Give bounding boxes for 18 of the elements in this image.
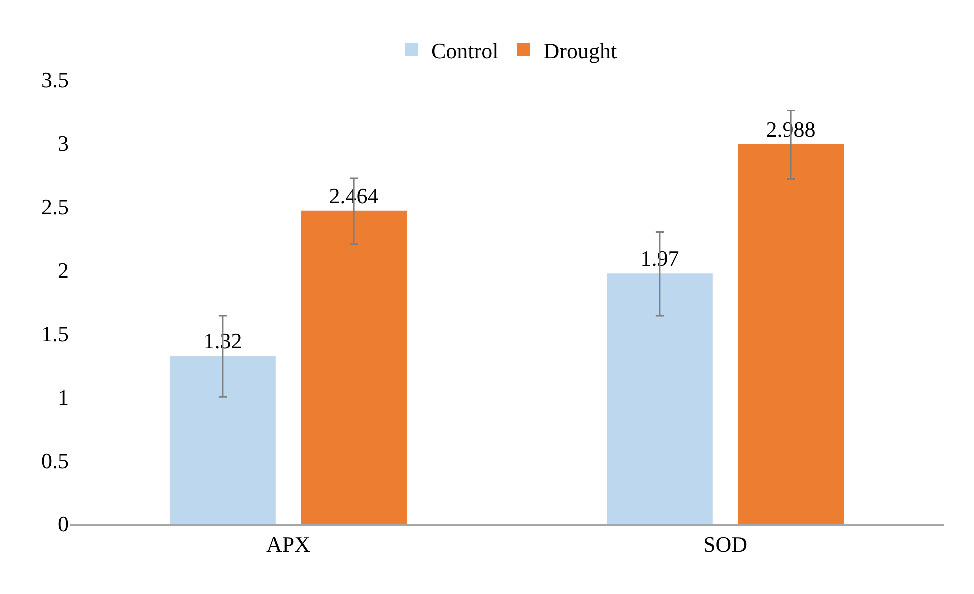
x-tick-label: SOD [703, 532, 748, 558]
y-tick-label: 0.5 [42, 448, 69, 474]
legend-label: Control [432, 38, 499, 64]
data-label: 2.988 [766, 116, 816, 142]
bar [607, 274, 713, 524]
bar [738, 144, 844, 524]
y-tick-label: 3 [58, 131, 69, 156]
y-tick-label: 1 [58, 384, 69, 410]
bar [301, 210, 407, 524]
legend-label: Drought [544, 38, 618, 64]
y-tick-label: 1.5 [42, 321, 69, 346]
y-tick-label: 2.5 [42, 194, 69, 220]
y-tick-label: 3.5 [42, 68, 69, 93]
x-tick-label: APX [266, 532, 311, 558]
y-tick-label: 0 [58, 512, 69, 537]
data-label: 1.32 [204, 328, 242, 354]
y-tick-label: 2 [58, 258, 69, 283]
bar [170, 356, 276, 524]
